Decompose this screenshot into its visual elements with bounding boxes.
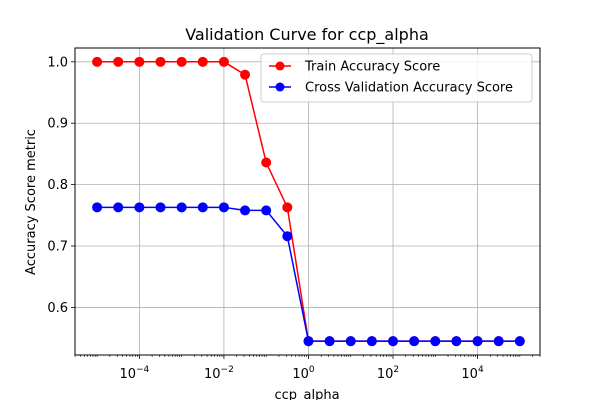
x-tick-label-base: 10 (377, 367, 394, 382)
x-tick-label-base: 10 (204, 367, 221, 382)
series-1-point (451, 336, 462, 347)
x-axis-label: ccp_alpha (274, 388, 339, 400)
y-tick-label: 0.9 (47, 117, 68, 132)
series-1-point (155, 202, 166, 213)
series-1-point (176, 202, 187, 213)
series-1-point (303, 336, 314, 347)
series-1-point (134, 202, 145, 213)
chart-title: Validation Curve for ccp_alpha (185, 25, 429, 45)
series-1-point (261, 205, 272, 216)
x-tick-label-base: 10 (461, 367, 478, 382)
x-tick-label-exponent: 0 (309, 365, 315, 375)
plot-area-frame (74, 47, 541, 356)
y-tick-label: 0.8 (47, 178, 68, 193)
series-1-point (493, 336, 504, 347)
y-axis-label: Accuracy Score metric (24, 129, 39, 275)
x-tick-label-exponent: −4 (136, 365, 150, 375)
series-0-point (176, 56, 187, 67)
series-1-point (430, 336, 441, 347)
x-tick-label: 104 (461, 365, 484, 382)
y-tick-label: 1.0 (47, 55, 68, 70)
series-1-point (345, 336, 356, 347)
x-tick-label-exponent: 4 (478, 365, 484, 375)
series-1-point (472, 336, 483, 347)
x-tick-label-base: 10 (119, 367, 136, 382)
x-tick-label: 102 (377, 365, 399, 382)
x-tick-label-exponent: −2 (221, 365, 234, 375)
legend: Train Accuracy Score Cross Validation Acc… (260, 53, 533, 103)
series-0-point (92, 56, 103, 67)
series-0-point (197, 56, 208, 67)
series-0-point (113, 56, 124, 67)
series-0-point (155, 56, 166, 67)
series-1-point (197, 202, 208, 213)
series-0-point (218, 56, 229, 67)
series-0-point (134, 56, 145, 67)
series-0-point (261, 157, 272, 168)
legend-box (260, 53, 533, 103)
y-tick-label: 0.7 (47, 240, 68, 255)
legend-marker-0 (275, 61, 285, 71)
series-1-point (218, 202, 229, 213)
x-tick-label: 10−4 (119, 365, 149, 382)
axis-ticks: 0.60.70.80.91.010−4 10−2 100 102 104 (47, 55, 541, 382)
series-1-point (92, 202, 103, 213)
series-0-point (282, 202, 293, 213)
series-0-point (240, 69, 251, 80)
series-1-point (324, 336, 335, 347)
series-lines (92, 56, 525, 347)
x-tick-label: 100 (292, 365, 315, 382)
series-1-point (388, 336, 399, 347)
legend-marker-1 (275, 82, 285, 92)
legend-label-0: Train Accuracy Score (304, 60, 440, 75)
series-1-point (409, 336, 420, 347)
series-1-point (514, 336, 525, 347)
series-1-point (282, 231, 293, 242)
x-tick-label-base: 10 (292, 367, 309, 382)
x-tick-label: 10−2 (204, 365, 234, 382)
legend-label-1: Cross Validation Accuracy Score (305, 81, 513, 96)
x-tick-label-exponent: 2 (393, 365, 399, 375)
y-tick-label: 0.6 (47, 301, 68, 316)
series-1-point (366, 336, 377, 347)
series-1-point (113, 202, 124, 213)
series-1-point (240, 205, 251, 216)
